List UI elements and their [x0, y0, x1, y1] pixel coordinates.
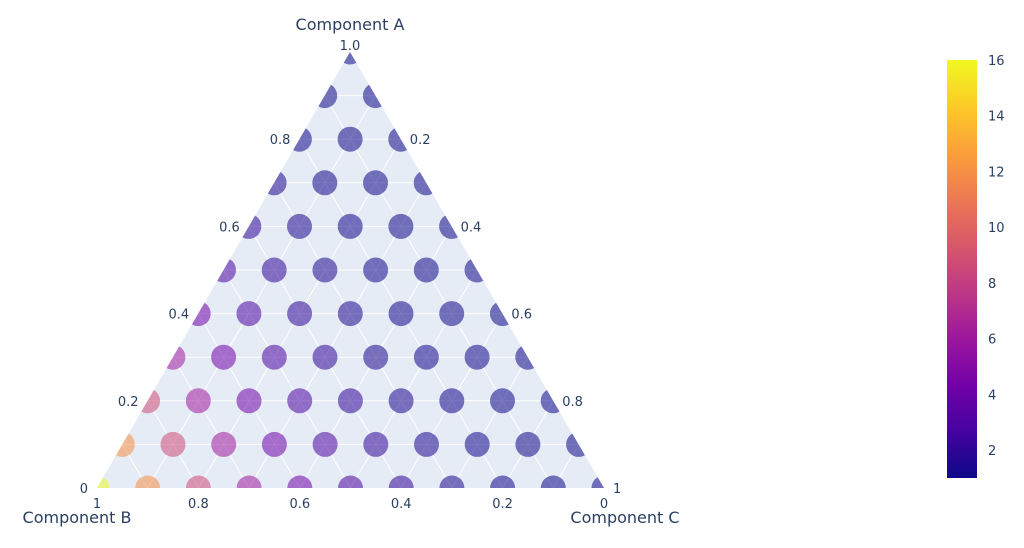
data-point	[591, 475, 604, 488]
data-point	[312, 170, 338, 196]
data-point	[160, 344, 186, 370]
axis-title-c: Component C	[570, 508, 679, 527]
data-point	[312, 431, 338, 457]
data-point	[490, 475, 516, 488]
data-point	[388, 301, 414, 327]
gridline	[324, 95, 554, 489]
data-point	[439, 475, 465, 488]
data-point	[337, 213, 363, 239]
data-point	[160, 431, 186, 457]
data-point	[287, 388, 313, 414]
data-point	[439, 301, 465, 327]
a-axis-tick-label: 0.6	[219, 220, 240, 235]
data-point	[490, 388, 515, 414]
data-point	[109, 431, 135, 457]
c-axis-tick-label: 0.4	[461, 220, 482, 235]
colorbar-tick-label: 10	[988, 221, 1005, 236]
data-point	[236, 213, 262, 239]
data-point	[464, 257, 490, 283]
data-point	[135, 388, 161, 414]
colorbar-tick-label: 8	[988, 277, 996, 292]
data-point	[388, 213, 414, 239]
data-point	[337, 301, 363, 327]
colorbar-ticks: 16 14 12 10 8 6 4 2	[988, 54, 1005, 459]
data-point	[287, 475, 313, 488]
data-point	[363, 344, 389, 370]
c-axis-tick-label: 0.8	[562, 395, 583, 410]
data-point	[135, 475, 161, 488]
b-axis-tick-label: 0	[600, 497, 608, 512]
data-point	[413, 257, 439, 283]
a-axis-tick-label: 0.4	[169, 308, 190, 323]
data-point	[185, 301, 211, 327]
colorbar-tick-label: 12	[988, 165, 1005, 180]
colorbar-tick-label: 6	[988, 333, 996, 348]
b-axis-tick-label: 1	[93, 497, 101, 512]
gridline	[451, 356, 529, 489]
data-point	[515, 344, 541, 370]
data-point	[464, 431, 490, 457]
data-point	[413, 344, 439, 370]
data-point	[515, 431, 541, 457]
data-point	[464, 344, 490, 370]
data-point	[236, 475, 262, 488]
data-point	[211, 257, 236, 283]
data-point	[363, 170, 388, 196]
data-point	[211, 344, 237, 370]
b-axis-tick-label: 0.6	[289, 497, 310, 512]
data-point	[211, 431, 237, 457]
axis-title-a: Component A	[296, 15, 405, 34]
c-axis-tick-label: 0.2	[410, 133, 431, 148]
b-axis-tick-label: 0.4	[391, 497, 412, 512]
colorbar-tick-label: 16	[988, 54, 1005, 69]
gridline	[172, 356, 250, 489]
data-point	[97, 475, 110, 488]
c-axis-tick-label: 1	[613, 482, 621, 497]
data-point	[261, 170, 287, 196]
b-axis-ticks: 1 0.8 0.6 0.4 0.2 0	[93, 497, 608, 512]
c-axis-ticks: 0.2 0.4 0.6 0.8 1	[410, 133, 621, 497]
a-axis-tick-label: 0.2	[118, 395, 139, 410]
colorbar	[947, 60, 977, 478]
b-axis-tick-label: 0.8	[188, 497, 209, 512]
data-markers	[97, 52, 604, 488]
data-point	[363, 257, 389, 283]
b-axis-tick-label: 0.2	[492, 497, 513, 512]
data-point	[439, 388, 465, 414]
data-point	[261, 344, 287, 370]
a-axis-tick-label: 0.8	[270, 133, 291, 148]
data-point	[338, 475, 363, 488]
c-axis-tick-label: 0.6	[511, 308, 532, 323]
data-point	[312, 344, 338, 370]
data-point	[414, 431, 439, 457]
data-point	[287, 213, 312, 239]
gridline	[147, 95, 376, 489]
data-point	[312, 83, 338, 109]
data-point	[362, 83, 388, 109]
a-axis-ticks: 1.0 0.8 0.6 0.4 0.2 0	[80, 39, 361, 497]
data-point	[566, 431, 592, 457]
a-axis-tick-label: 1.0	[340, 39, 361, 54]
data-point	[312, 257, 338, 283]
data-point	[261, 431, 287, 457]
a-axis-tick-label: 0	[80, 482, 88, 497]
data-point	[185, 388, 211, 414]
data-point	[363, 431, 389, 457]
colorbar-tick-label: 2	[988, 444, 996, 459]
data-point	[337, 126, 363, 152]
data-point	[388, 388, 414, 414]
data-point	[236, 301, 262, 327]
data-point	[337, 388, 363, 414]
data-point	[185, 475, 211, 488]
data-point	[261, 257, 287, 283]
data-point	[287, 301, 313, 327]
data-point	[236, 388, 262, 414]
data-point	[540, 475, 566, 488]
data-point	[388, 475, 414, 488]
axis-title-b: Component B	[23, 508, 132, 527]
colorbar-tick-label: 14	[988, 110, 1005, 125]
colorbar-tick-label: 4	[988, 388, 996, 403]
